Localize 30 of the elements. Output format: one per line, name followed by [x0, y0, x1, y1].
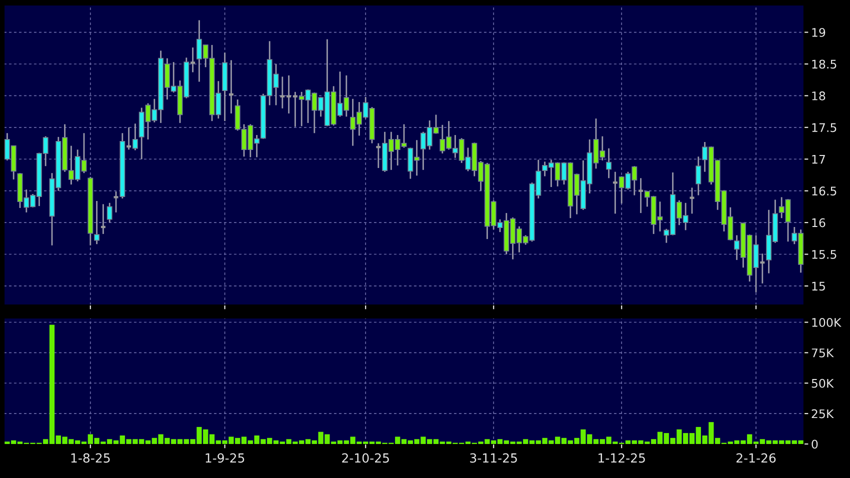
candlestick	[94, 200, 100, 245]
candlestick	[696, 156, 702, 196]
y-tick-label: 0	[812, 440, 818, 449]
y-tick-label: 17	[812, 155, 825, 164]
y-tick-label: 16	[812, 218, 826, 228]
x-tick-label: 2-10-25	[342, 453, 389, 463]
candlestick	[606, 148, 612, 179]
candlestick	[279, 76, 286, 110]
candlestick	[112, 190, 120, 214]
candlestick	[759, 252, 766, 284]
y-tick-label: 19	[812, 28, 826, 37]
y-tick-label: 50K	[812, 378, 834, 388]
x-tick-label: 3-11-25	[470, 453, 517, 463]
y-tick-label: 75K	[812, 348, 834, 358]
x-tick-label: 2-1-26	[736, 453, 776, 463]
y-tick-label: 18	[812, 91, 826, 100]
candlestick	[688, 186, 696, 214]
y-tick-label: 15	[812, 282, 825, 291]
y-tick-label: 15.5	[812, 250, 836, 259]
y-tick-label: 18.5	[812, 60, 836, 69]
y-tick-label: 100K	[812, 318, 842, 327]
x-tick-label: 1-9-25	[206, 453, 244, 463]
x-tick-label: 1-12-25	[598, 453, 645, 463]
candlestick	[375, 142, 382, 169]
x-tick-label: 1-8-25	[71, 453, 110, 463]
y-tick-label: 25K	[812, 409, 834, 418]
y-tick-label: 16.5	[812, 186, 836, 196]
candlestick	[106, 202, 112, 224]
y-tick-label: 17.5	[812, 123, 836, 132]
candlestick	[132, 122, 138, 151]
